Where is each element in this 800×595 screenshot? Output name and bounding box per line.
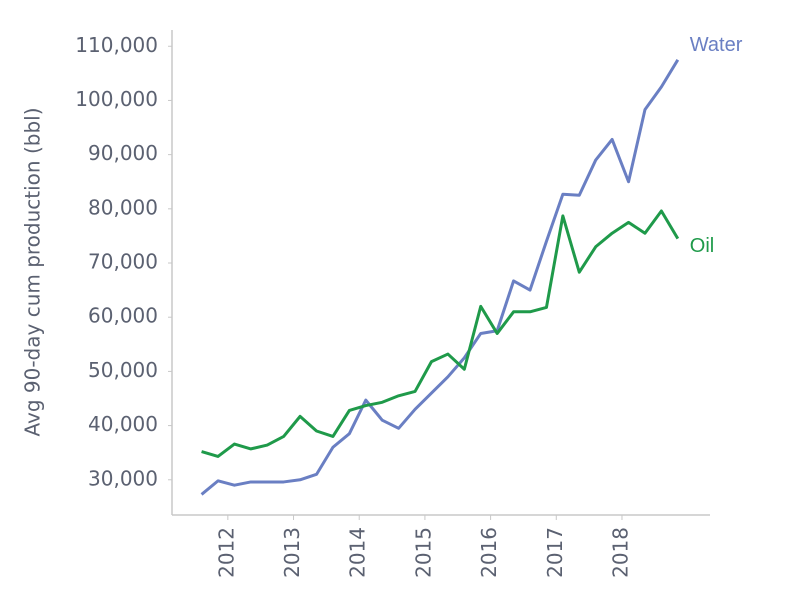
y-tick-label: 60,000	[88, 304, 158, 328]
x-tick-label: 2016	[477, 527, 501, 578]
line-series	[200, 59, 680, 496]
x-tick-label: 2015	[411, 527, 435, 578]
y-tick-label: 90,000	[88, 141, 158, 165]
y-tick-label: 50,000	[88, 358, 158, 382]
y-tick-label: 40,000	[88, 412, 158, 436]
x-tick-label: 2012	[214, 527, 238, 578]
series-label: Water	[690, 34, 743, 56]
y-tick-label: 80,000	[88, 195, 158, 219]
y-tick-label: 30,000	[88, 466, 158, 490]
series-label: Oil	[690, 235, 714, 257]
x-tick-label: 2017	[543, 527, 567, 578]
y-tick-label: 100,000	[75, 87, 158, 111]
y-axis-label: Avg 90-day cum production (bbl)	[21, 107, 45, 436]
y-tick-label: 70,000	[88, 250, 158, 274]
x-tick-label: 2013	[280, 527, 304, 578]
y-tick-label: 110,000	[75, 33, 158, 57]
x-tick-label: 2018	[608, 527, 632, 578]
line-series	[201, 209, 680, 458]
x-tick-label: 2014	[346, 527, 370, 578]
